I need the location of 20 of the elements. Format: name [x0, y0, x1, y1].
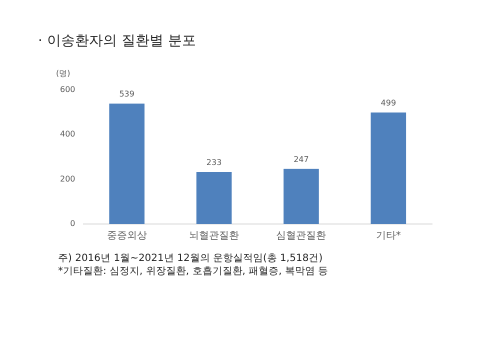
y-tick-label: 0 — [70, 219, 76, 228]
x-tick-label: 심혈관질환 — [276, 230, 326, 242]
x-tick-label: 뇌혈관질환 — [189, 230, 240, 242]
bar — [109, 104, 145, 224]
chart-title: · 이송환자의 질환별 분포 — [38, 32, 196, 50]
data-label: 539 — [119, 90, 134, 99]
y-tick-label: 200 — [60, 174, 76, 184]
bar — [196, 172, 232, 224]
data-label: 247 — [294, 154, 309, 164]
data-label: 499 — [380, 98, 396, 108]
x-tick-label: 기타* — [376, 230, 401, 242]
bar — [284, 168, 319, 224]
data-label: 233 — [206, 158, 222, 168]
x-tick-label: 중증외상 — [106, 230, 147, 242]
y-axis-title: (명) — [56, 69, 70, 78]
y-tick-label: 400 — [60, 130, 76, 139]
text: 주) 2016년 1월~2021년 12월의 운항실적임(총 1,518건) — [58, 252, 324, 265]
y-tick-label: 600 — [60, 85, 76, 94]
bar — [370, 112, 406, 224]
text: *기타질환: 심정지, 위장질환, 호흡기질환, 패혈증, 복막염 등 — [58, 265, 328, 278]
